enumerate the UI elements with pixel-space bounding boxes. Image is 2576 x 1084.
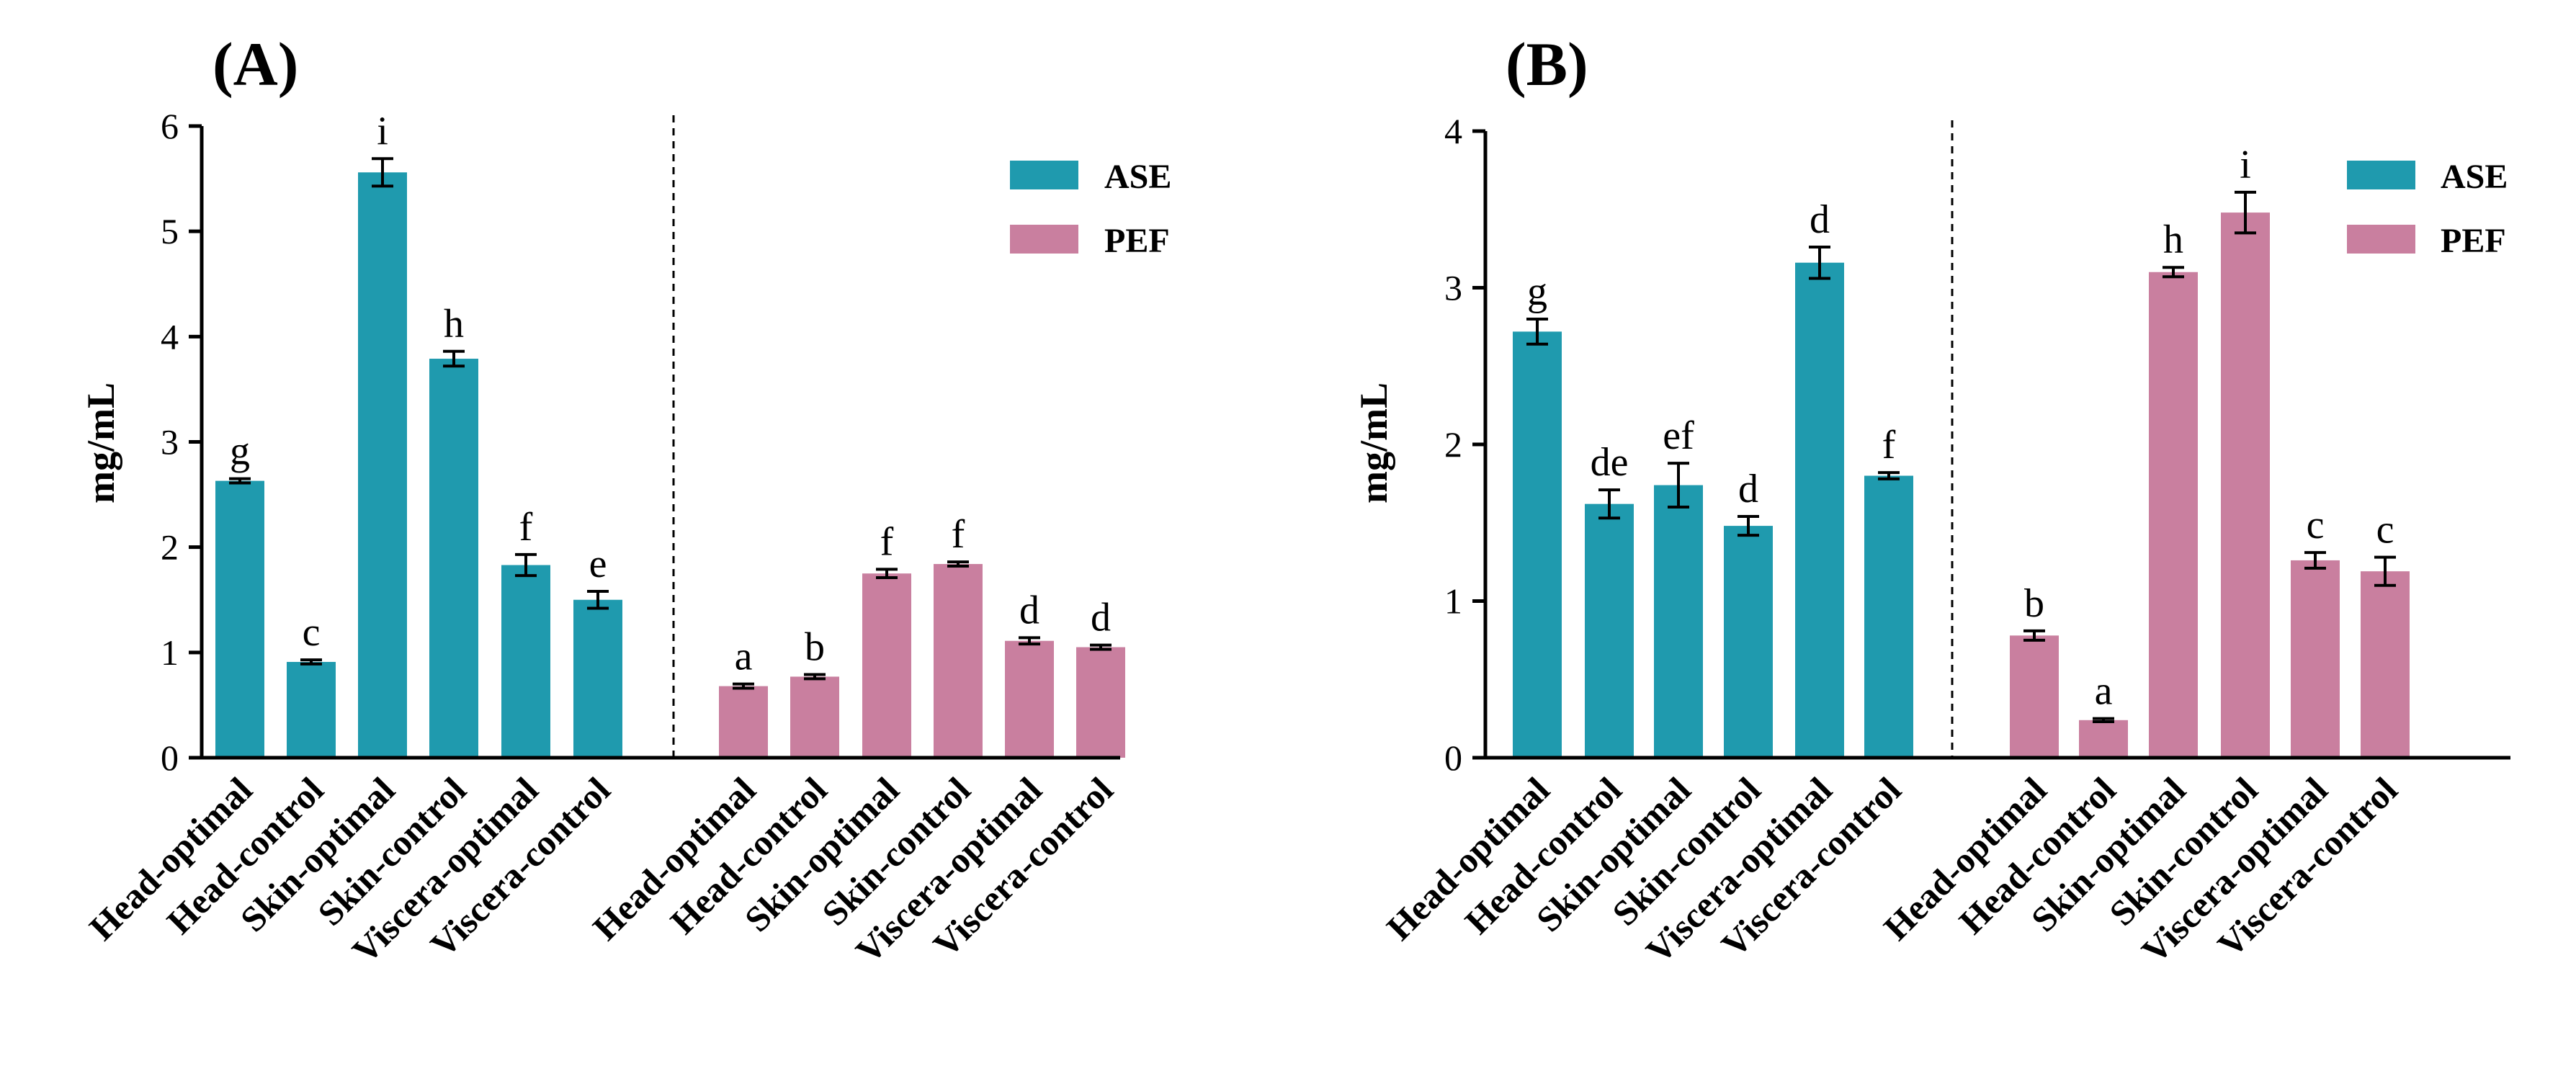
significance-letter: e: [589, 542, 607, 586]
y-axis-label: mg/mL: [1352, 382, 1395, 503]
bar-ase-skin-optimal: [358, 172, 407, 758]
y-tick-label: 2: [1444, 424, 1462, 465]
legend-label-ase: ASE: [1104, 158, 1171, 196]
significance-letter: g: [230, 429, 250, 474]
bar-pef-head-optimal: [719, 686, 768, 758]
bar-pef-viscera-control: [2361, 571, 2410, 758]
y-tick-label: 0: [161, 738, 179, 778]
legend-swatch-ase: [2347, 161, 2415, 189]
y-tick-label: 4: [161, 316, 179, 357]
bar-pef-skin-optimal: [862, 573, 911, 758]
significance-letter: f: [952, 512, 965, 557]
y-tick-label: 5: [161, 211, 179, 251]
significance-letter: i: [377, 109, 388, 153]
y-axis-tick-labels: 0 1 2 3 4: [1444, 111, 1485, 778]
legend-swatch-pef: [2347, 225, 2415, 254]
significance-letter: f: [880, 519, 894, 564]
significance-letter: a: [2095, 669, 2113, 714]
significance-letter: d: [1810, 197, 1830, 242]
bar-ase-viscera-optimal: [1795, 262, 1844, 758]
legend: ASE PEF: [2347, 158, 2508, 260]
bar-ase-head-optimal: [1513, 331, 1562, 758]
significance-letter: de: [1591, 440, 1629, 485]
bar-pef-skin-control: [934, 564, 983, 758]
significance-letter: b: [2024, 581, 2044, 626]
significance-letter: d: [1738, 467, 1758, 511]
bar-ase-skin-control: [1724, 526, 1773, 758]
category-labels: Head-optimalHead-controlSkin-optimalSkin…: [1379, 769, 2405, 971]
significance-letter: c: [2376, 508, 2394, 552]
y-axis-label: mg/mL: [79, 382, 122, 503]
legend-label-ase: ASE: [2441, 158, 2508, 196]
legend-swatch-ase: [1010, 161, 1078, 189]
y-tick-label: 3: [161, 422, 179, 462]
significance-letter: c: [303, 610, 321, 655]
bar-pef-viscera-optimal: [2291, 560, 2340, 758]
panel-a: (A) 0 1 2 3 4 5 6 mg/mL ASE PEF g c i h f e a b f f d d H…: [79, 30, 1171, 971]
bar-ase-viscera-optimal: [501, 565, 550, 758]
significance-letter: h: [2163, 218, 2183, 262]
bar-ase-head-optimal: [215, 480, 264, 758]
legend-label-pef: PEF: [1104, 222, 1170, 260]
bars: g c i h f e a b f f d d: [215, 109, 1125, 758]
significance-letter: f: [1882, 423, 1896, 467]
significance-letter: h: [444, 302, 464, 346]
y-tick-label: 1: [1444, 581, 1462, 622]
panel-label: (B): [1506, 30, 1588, 99]
bar-pef-viscera-optimal: [1005, 640, 1054, 758]
y-tick-label: 4: [1444, 111, 1462, 151]
bar-ase-skin-control: [429, 359, 478, 758]
legend-swatch-pef: [1010, 225, 1078, 254]
bar-pef-skin-optimal: [2149, 272, 2198, 758]
bar-pef-head-control: [790, 676, 839, 758]
legend-label-pef: PEF: [2441, 222, 2506, 260]
bar-ase-head-control: [1585, 503, 1634, 758]
significance-letter: ef: [1663, 413, 1694, 458]
y-axis-tick-labels: 0 1 2 3 4 5 6: [161, 106, 202, 778]
significance-letter: f: [519, 505, 533, 550]
significance-letter: g: [1527, 269, 1547, 314]
bar-ase-viscera-control: [573, 599, 622, 758]
bar-pef-head-optimal: [2010, 635, 2059, 758]
y-tick-label: 6: [161, 106, 179, 146]
significance-letter: i: [2240, 143, 2251, 187]
y-tick-label: 3: [1444, 268, 1462, 308]
y-tick-label: 2: [161, 527, 179, 568]
panel-label: (A): [213, 30, 298, 99]
bar-ase-viscera-control: [1864, 475, 1913, 758]
bar-pef-viscera-control: [1076, 647, 1125, 758]
bar-ase-skin-optimal: [1654, 485, 1703, 758]
bar-ase-head-control: [287, 661, 336, 758]
legend: ASE PEF: [1010, 158, 1171, 260]
y-tick-label: 0: [1444, 738, 1462, 778]
significance-letter: c: [2307, 503, 2325, 547]
significance-letter: a: [735, 635, 753, 679]
bar-pef-head-control: [2079, 720, 2128, 758]
significance-letter: d: [1091, 596, 1111, 640]
y-tick-label: 1: [161, 632, 179, 673]
significance-letter: b: [805, 625, 825, 670]
significance-letter: d: [1019, 588, 1039, 632]
category-labels: Head-optimalHead-controlSkin-optimalSkin…: [81, 769, 1121, 971]
bar-pef-skin-control: [2221, 212, 2270, 758]
